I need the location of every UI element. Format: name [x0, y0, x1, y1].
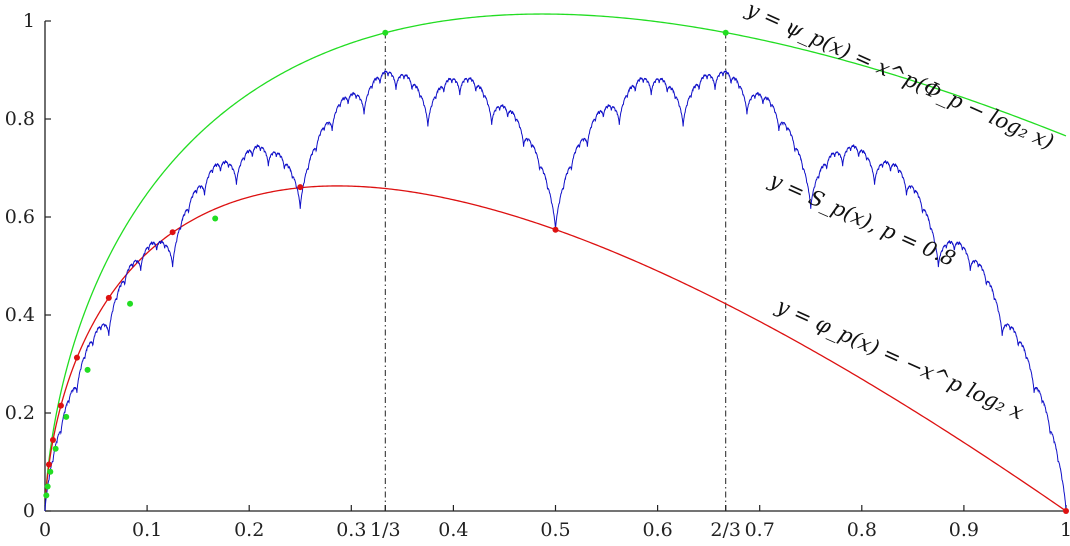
x-tick-label: 0.5: [540, 519, 570, 541]
green-marker: [52, 445, 59, 452]
x-tick-label: 0: [39, 519, 51, 541]
y-tick-label: 0: [23, 500, 35, 522]
x-tick-label: 0.7: [745, 519, 775, 541]
green-marker: [212, 215, 219, 222]
takagi-curve: [44, 69, 1067, 512]
red-marker: [105, 294, 112, 301]
y-tick-label: 0.4: [5, 304, 35, 326]
red-marker: [169, 229, 176, 236]
green-marker: [84, 366, 91, 373]
x-tick-label: 1: [1060, 519, 1070, 541]
x-tick-label: 0.9: [949, 519, 979, 541]
red-marker: [57, 402, 64, 409]
green-marker: [722, 29, 729, 36]
green-marker: [43, 492, 50, 499]
red-marker: [552, 226, 559, 233]
red-marker: [49, 436, 56, 443]
x-tick-label: 0.1: [132, 519, 162, 541]
axes: [44, 20, 1067, 512]
y-tick-label: 0.8: [5, 108, 35, 130]
tick-labels: 0 0.1 0.2 0.3 1/3 0.4 0.5 0.6 2/3 0.7 0.8 0.9 1 0 0.2 0…: [5, 10, 1070, 541]
red-marker: [45, 461, 52, 468]
psi-curve: [44, 13, 1067, 498]
phi-curve: [44, 185, 1067, 512]
red-marker: [73, 354, 80, 361]
x-tick-label: 0.4: [438, 519, 468, 541]
red-marker: [1063, 508, 1069, 514]
green-marker: [47, 468, 54, 475]
x-tick-label: 0.3: [336, 519, 366, 541]
markers: [43, 29, 1069, 514]
y-tick-label: 1: [23, 10, 35, 32]
x-tick-label: 1/3: [370, 519, 401, 541]
y-tick-label: 0.2: [5, 402, 35, 424]
green-marker: [63, 413, 70, 420]
red-marker: [297, 184, 304, 191]
green-marker: [127, 300, 134, 307]
green-marker: [44, 483, 51, 490]
green-marker: [382, 29, 389, 36]
guide-lines: [384, 32, 727, 511]
x-tick-label: 0.8: [847, 519, 877, 541]
y-tick-label: 0.6: [5, 206, 35, 228]
x-tick-label: 0.2: [234, 519, 264, 541]
x-tick-label: 0.6: [642, 519, 672, 541]
x-tick-label: 2/3: [710, 519, 741, 541]
takagi-label: y = S_p(x), p = 0.8: [765, 167, 959, 271]
phi-label: y = φ_p(x) = −x^p log₂ x: [772, 293, 1027, 424]
